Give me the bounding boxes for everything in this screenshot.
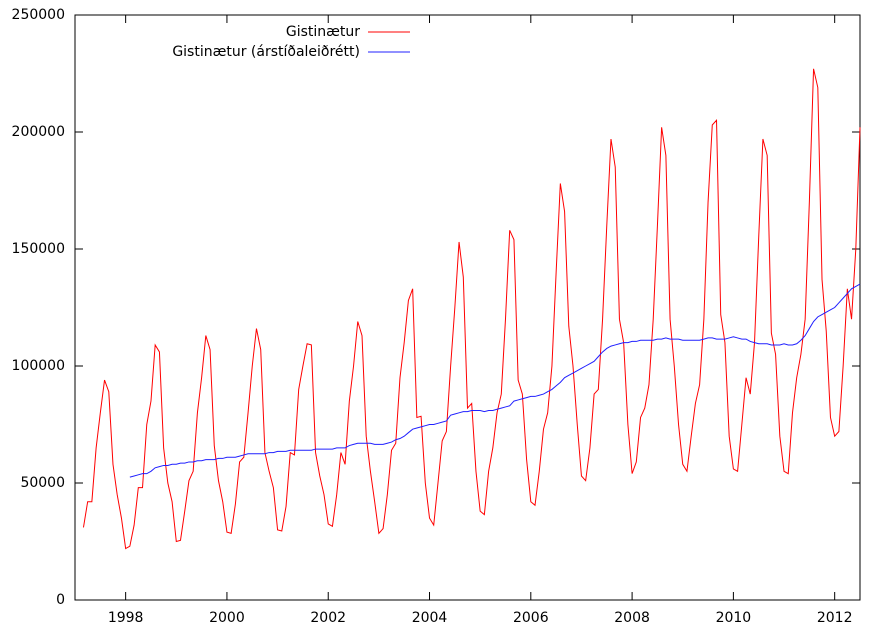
x-tick-label: 2012 [817,610,853,626]
data-line [129,283,861,478]
x-tick-label: 2006 [513,610,549,626]
y-tick-label: 250000 [12,7,65,23]
x-tick-label: 2008 [614,610,650,626]
x-tick-label: 2010 [716,610,752,626]
x-tick-label: 2000 [209,610,245,626]
y-tick-label: 50000 [20,475,65,491]
y-tick-label: 100000 [12,358,65,374]
y-tick-label: 150000 [12,241,65,257]
legend-label: Gistinætur (árstíðaleiðrétt) [172,44,360,60]
x-tick-label: 2002 [310,610,346,626]
x-tick-label: 1998 [108,610,144,626]
legend-label: Gistinætur [286,24,360,40]
x-tick-label: 2004 [412,610,448,626]
y-tick-label: 200000 [12,124,65,140]
data-line [82,68,861,550]
y-tick-label: 0 [56,592,65,608]
plot-frame [74,14,861,601]
